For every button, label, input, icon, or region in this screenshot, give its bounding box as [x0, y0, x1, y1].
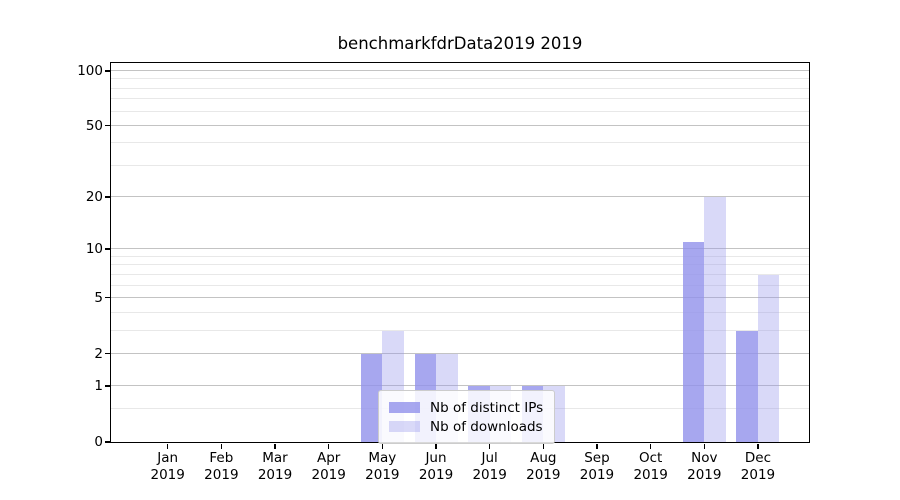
x-tick-mark	[435, 444, 437, 449]
gridline-minor	[111, 255, 809, 257]
x-tick-label: Sep 2019	[565, 450, 629, 484]
legend: Nb of distinct IPs Nb of downloads	[378, 390, 556, 444]
gridline-minor	[111, 87, 809, 89]
gridline-major	[111, 296, 809, 298]
gridline-minor	[111, 164, 809, 166]
x-tick-month: Aug	[530, 450, 557, 466]
x-tick-label: Oct 2019	[619, 450, 683, 484]
y-tick-mark	[105, 248, 110, 250]
y-tick-mark	[105, 70, 110, 72]
legend-swatch-distinct-ips	[389, 402, 420, 413]
x-tick-month: Nov	[691, 450, 718, 466]
gridline-minor	[111, 264, 809, 266]
y-tick-label: 100	[77, 63, 103, 80]
legend-item-distinct-ips: Nb of distinct IPs	[389, 398, 543, 417]
legend-label-distinct-ips: Nb of distinct IPs	[430, 399, 544, 416]
y-tick-label: 10	[85, 241, 103, 258]
x-tick-month: Apr	[316, 450, 341, 466]
x-tick-mark	[220, 444, 223, 449]
y-tick-label: 2	[94, 345, 103, 362]
x-tick-label: Feb 2019	[189, 450, 253, 484]
x-tick-mark	[328, 444, 330, 449]
y-tick-mark	[105, 196, 110, 198]
gridline-major	[111, 385, 809, 387]
x-tick-label: Jun 2019	[404, 450, 468, 484]
x-tick-label: Mar 2019	[243, 450, 307, 484]
gridline-minor	[111, 110, 809, 112]
y-tick-mark	[105, 352, 110, 355]
x-tick-label: Aug 2019	[511, 450, 575, 484]
y-tick-mark	[105, 385, 110, 387]
x-tick-month: Jan	[157, 450, 179, 466]
x-tick-label: Dec 2019	[726, 450, 790, 484]
bar-may-nb-of-distinct-ips	[360, 353, 383, 442]
gridline-minor	[111, 329, 809, 331]
x-tick-year: 2019	[740, 467, 776, 483]
x-tick-year: 2019	[472, 467, 507, 483]
x-tick-mark	[650, 444, 652, 449]
x-tick-year: 2019	[365, 467, 400, 483]
x-tick-label: Jan 2019	[136, 450, 200, 484]
x-tick-label: Jul 2019	[458, 450, 522, 484]
y-tick-label: 1	[94, 378, 103, 395]
x-tick-month: Jun	[425, 450, 447, 466]
x-tick-year: 2019	[418, 467, 454, 483]
x-tick-mark	[596, 444, 598, 449]
x-tick-month: Sep	[584, 450, 610, 466]
gridline-minor	[111, 78, 809, 80]
gridline-major	[111, 352, 809, 354]
x-tick-label: May 2019	[350, 450, 414, 484]
x-tick-mark	[757, 444, 759, 449]
x-tick-mark	[167, 444, 169, 449]
gridline-major	[111, 70, 809, 72]
x-tick-mark	[274, 444, 276, 449]
y-tick-label: 0	[94, 434, 103, 450]
x-tick-month: Jul	[481, 450, 498, 466]
y-tick-mark	[105, 297, 110, 299]
gridline-minor	[111, 142, 809, 144]
bar-nov-nb-of-downloads	[704, 197, 726, 442]
x-tick-month: Oct	[638, 450, 663, 466]
x-tick-year: 2019	[150, 467, 185, 483]
y-tick-mark	[105, 125, 110, 127]
x-tick-year: 2019	[204, 467, 239, 483]
bar-dec-nb-of-distinct-ips	[736, 330, 758, 442]
x-tick-mark	[381, 444, 384, 449]
legend-swatch-downloads	[389, 421, 420, 432]
x-tick-year: 2019	[579, 467, 615, 483]
gridline-minor	[111, 311, 809, 313]
gridline-major	[111, 124, 809, 126]
gridline-minor	[111, 273, 809, 275]
x-tick-year: 2019	[257, 467, 293, 483]
bar-nov-nb-of-distinct-ips	[682, 242, 705, 442]
x-tick-mark	[703, 444, 705, 449]
y-tick-label: 50	[85, 117, 103, 134]
x-tick-month: May	[368, 450, 397, 466]
x-tick-year: 2019	[633, 467, 668, 483]
y-tick-label: 20	[85, 189, 103, 206]
x-tick-month: Mar	[262, 450, 288, 466]
bar-dec-nb-of-downloads	[757, 274, 780, 442]
x-tick-year: 2019	[687, 467, 722, 483]
chart-title: benchmarkfdrData2019 2019	[337, 34, 583, 53]
x-tick-mark	[489, 444, 491, 449]
x-tick-year: 2019	[311, 467, 346, 483]
gridline-major	[111, 248, 809, 250]
gridline-minor	[111, 284, 809, 286]
legend-label-downloads: Nb of downloads	[430, 418, 543, 435]
x-tick-mark	[542, 444, 545, 449]
x-tick-month: Feb	[209, 450, 234, 466]
x-tick-year: 2019	[526, 467, 561, 483]
x-tick-label: Apr 2019	[297, 450, 361, 484]
y-tick-mark	[105, 441, 110, 443]
x-tick-month: Dec	[744, 450, 772, 466]
plot-area: 0 1 2 5 10 20 50 100 Jan 2019 Feb 2019 Mar 2019 Apr 201…	[77, 62, 810, 483]
x-tick-label: Nov 2019	[672, 450, 736, 484]
gridline-major	[111, 196, 809, 198]
legend-item-downloads: Nb of downloads	[389, 417, 543, 436]
gridline-minor	[111, 98, 809, 100]
y-tick-label: 5	[94, 289, 103, 306]
